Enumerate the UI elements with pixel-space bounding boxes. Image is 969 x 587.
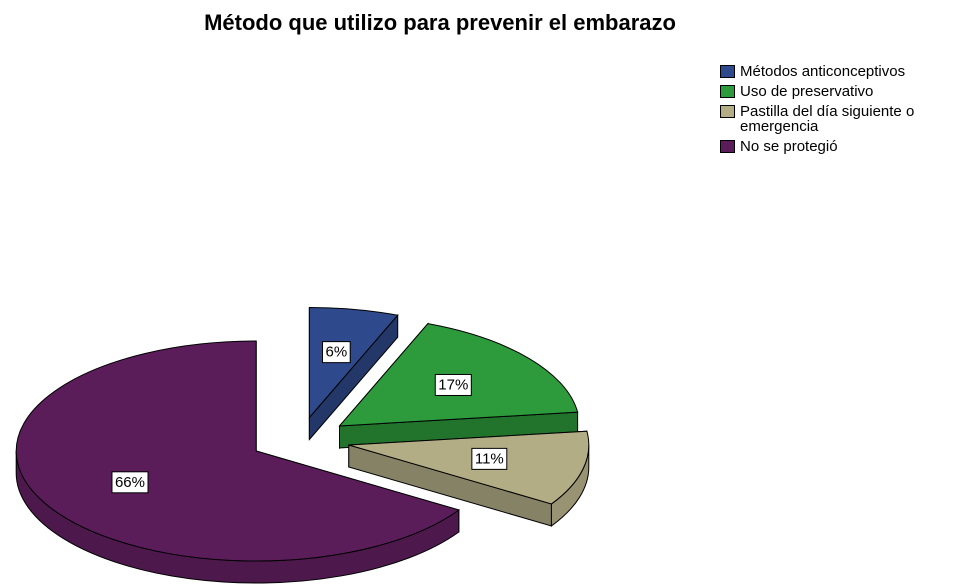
legend-swatch bbox=[720, 65, 735, 78]
data-label-box bbox=[111, 471, 149, 494]
legend-swatch bbox=[720, 140, 735, 153]
slice bbox=[15, 340, 460, 562]
legend: Métodos anticonceptivos Uso de preservati… bbox=[720, 64, 965, 159]
data-label-box bbox=[322, 341, 351, 364]
data-label: 11% bbox=[475, 450, 504, 467]
legend-swatch bbox=[720, 105, 735, 118]
data-label-box bbox=[471, 447, 508, 470]
legend-item: Métodos anticonceptivos bbox=[720, 64, 965, 79]
data-label: 6% bbox=[326, 344, 348, 361]
legend-label: Uso de preservativo bbox=[740, 83, 874, 100]
legend-item: Uso de preservativo bbox=[720, 84, 965, 99]
legend-swatch bbox=[720, 85, 735, 98]
legend-item: No se protegió bbox=[720, 139, 965, 154]
legend-label: No se protegió bbox=[740, 138, 838, 155]
slice bbox=[308, 306, 399, 419]
legend-label: Métodos anticonceptivos bbox=[740, 63, 906, 80]
slice bbox=[348, 430, 590, 505]
legend-label: Pastilla del día siguiente o emergencia bbox=[740, 103, 915, 135]
data-label: 17% bbox=[438, 376, 468, 393]
chart-title: Método que utilizo para prevenir el emba… bbox=[204, 10, 676, 35]
data-label: 66% bbox=[115, 474, 145, 491]
data-label-box bbox=[434, 373, 472, 396]
legend-item: Pastilla del día siguiente o emergencia bbox=[720, 104, 965, 134]
